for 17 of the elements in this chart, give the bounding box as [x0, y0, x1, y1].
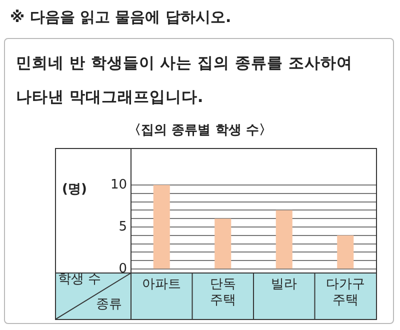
x-tick-label: 아파트	[142, 277, 182, 292]
x-tick-label: 다가구 주택	[326, 277, 365, 308]
x-axis-title: 종류	[96, 296, 122, 313]
text: ※ 다음을 읽고 물음에 답하시오.	[10, 8, 232, 27]
chart-title: 〈집의 종류별 학생 수〉	[127, 122, 273, 139]
bar	[276, 210, 292, 269]
y-tick-label: 5	[118, 219, 127, 234]
x-tick-label: 빌라	[271, 277, 298, 292]
bar	[214, 218, 232, 269]
y-tick-label: 0	[118, 261, 127, 276]
bar	[153, 185, 170, 269]
text: (명)	[62, 181, 87, 198]
bar	[337, 235, 354, 269]
y-axis-title: 학생 수	[58, 271, 102, 288]
text: 민희네 반 학생들이 사는 집의 종류를 조사하여 나타낸 막대그래프입니다.	[16, 53, 354, 108]
x-tick-label: 단독 주택	[210, 277, 236, 308]
y-tick-label: 10	[110, 177, 127, 192]
